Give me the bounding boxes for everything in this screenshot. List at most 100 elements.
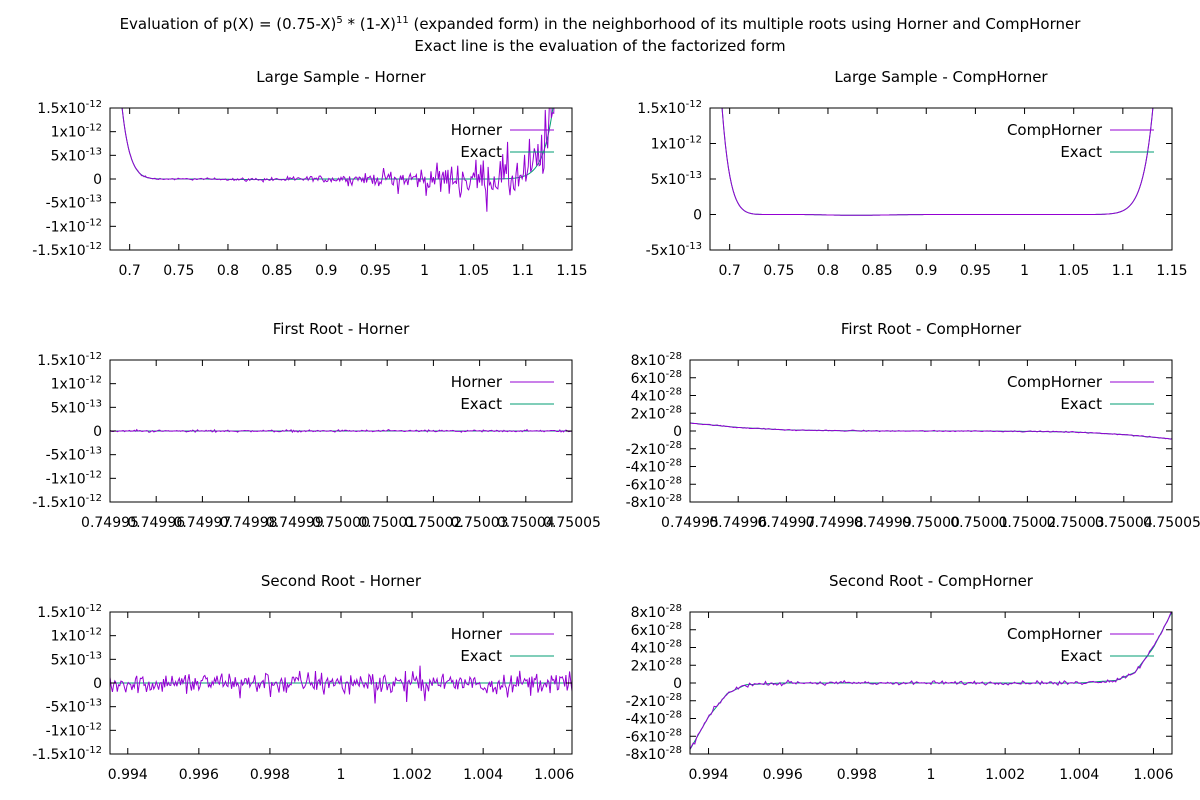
x-tick-label: 0.95 xyxy=(960,263,991,279)
y-tick-label: 1x10-12 xyxy=(51,123,102,141)
x-tick-label: 0.74995 xyxy=(81,515,139,531)
y-tick-label: -1.5x10-12 xyxy=(32,241,102,259)
y-tick-label: -5x10-13 xyxy=(46,194,102,212)
series-line-exact xyxy=(121,108,554,181)
chart-panel-1: Large Sample - Horner 0.7 0.75 0.8 0.85 0.9 0.… xyxy=(32,68,587,279)
y-tick-label: 1x10-12 xyxy=(651,135,702,153)
x-tick-label: 0.74999 xyxy=(266,515,324,531)
legend-label: Exact xyxy=(1060,647,1102,665)
x-tick-label: 0.75000 xyxy=(902,515,960,531)
y-tick-label: 1.5x10-12 xyxy=(37,351,102,369)
legend-label: Horner xyxy=(451,373,503,391)
legend-label: Exact xyxy=(460,647,502,665)
legend-label: Exact xyxy=(1060,395,1102,413)
x-tick-label: 0.75002 xyxy=(998,515,1056,531)
chart-panel-3: First Root - Horner 0.749950.749960.74997… xyxy=(32,320,601,531)
legend-label: CompHorner xyxy=(1007,625,1103,643)
y-tick-label: -6x10-28 xyxy=(626,475,682,493)
x-tick-label: 0.998 xyxy=(837,767,877,783)
x-tick-label: 0.75005 xyxy=(543,515,601,531)
y-tick-label: -5x10-13 xyxy=(646,241,702,259)
x-tick-label: 0.8 xyxy=(217,263,239,279)
x-tick-label: 0.74995 xyxy=(661,515,719,531)
y-tick-label: 0 xyxy=(93,172,102,188)
y-tick-label: -1.5x10-12 xyxy=(32,493,102,511)
y-tick-label: 1x10-12 xyxy=(51,375,102,393)
y-tick-label: -2x10-28 xyxy=(626,692,682,710)
x-tick-label: 0.996 xyxy=(179,767,219,783)
x-tick-label: 1.002 xyxy=(985,767,1025,783)
series-line-horner xyxy=(110,428,572,434)
panel-title: Large Sample - CompHorner xyxy=(834,68,1048,86)
y-tick-label: -5x10-13 xyxy=(46,698,102,716)
y-tick-label: 6x10-28 xyxy=(631,369,682,387)
y-tick-label: 0 xyxy=(93,424,102,440)
x-tick-label: 0.85 xyxy=(862,263,893,279)
x-tick-label: 0.75004 xyxy=(497,515,555,531)
x-tick-label: 0.7 xyxy=(719,263,741,279)
x-tick-label: 1.1 xyxy=(512,263,534,279)
y-tick-label: -1.5x10-12 xyxy=(32,745,102,763)
y-tick-label: 1.5x10-12 xyxy=(637,99,702,117)
series-line-comphorner xyxy=(690,612,1172,750)
x-tick-label: 0.74998 xyxy=(806,515,864,531)
series-line-horner xyxy=(110,665,572,704)
chart-panel-6: Second Root - CompHorner 0.994 0.996 0.998 1… xyxy=(626,572,1174,783)
y-tick-label: -5x10-13 xyxy=(46,446,102,464)
y-tick-label: 4x10-28 xyxy=(631,387,682,405)
y-tick-label: 8x10-28 xyxy=(631,351,682,369)
x-tick-label: 0.75000 xyxy=(312,515,370,531)
y-tick-label: -1x10-12 xyxy=(46,469,102,487)
panel-title: Large Sample - Horner xyxy=(256,68,426,86)
y-tick-label: 5x10-13 xyxy=(51,398,102,416)
page-title-line-1: Evaluation of p(X) = (0.75-X)5 * (1-X)11… xyxy=(119,15,1081,33)
x-tick-label: 0.9 xyxy=(915,263,937,279)
x-tick-label: 1 xyxy=(337,767,346,783)
y-tick-label: 2x10-28 xyxy=(631,404,682,422)
x-tick-label: 0.74997 xyxy=(173,515,231,531)
x-tick-label: 0.74996 xyxy=(709,515,767,531)
y-tick-label: 5x10-13 xyxy=(51,650,102,668)
x-tick-label: 0.8 xyxy=(817,263,839,279)
y-tick-label: 0 xyxy=(93,676,102,692)
x-tick-label: 1.05 xyxy=(458,263,489,279)
y-tick-label: 2x10-28 xyxy=(631,656,682,674)
y-tick-label: 4x10-28 xyxy=(631,639,682,657)
x-tick-label: 1 xyxy=(420,263,429,279)
x-tick-label: 0.74996 xyxy=(127,515,185,531)
x-tick-label: 0.75003 xyxy=(451,515,509,531)
x-tick-label: 0.75003 xyxy=(1047,515,1105,531)
panel-title: Second Root - CompHorner xyxy=(829,572,1034,590)
chart-panel-4: First Root - CompHorner0.749950.749960.7… xyxy=(626,320,1200,531)
y-tick-label: 0 xyxy=(673,676,682,692)
x-tick-label: 0.996 xyxy=(763,767,803,783)
x-tick-label: 0.998 xyxy=(250,767,290,783)
y-tick-label: 1.5x10-12 xyxy=(37,603,102,621)
legend-label: Exact xyxy=(1060,143,1102,161)
x-tick-label: 0.9 xyxy=(315,263,337,279)
x-tick-label: 0.75 xyxy=(763,263,794,279)
x-tick-label: 1.006 xyxy=(1133,767,1173,783)
x-tick-label: 1.15 xyxy=(556,263,587,279)
y-tick-label: -6x10-28 xyxy=(626,727,682,745)
y-tick-label: 5x10-13 xyxy=(51,146,102,164)
x-tick-label: 0.75001 xyxy=(358,515,416,531)
x-tick-label: 1.004 xyxy=(1059,767,1099,783)
x-tick-label: 0.75 xyxy=(163,263,194,279)
x-tick-label: 1.05 xyxy=(1058,263,1089,279)
series-line-comphorner xyxy=(690,422,1172,440)
y-tick-label: 0 xyxy=(673,424,682,440)
legend-label: Exact xyxy=(460,395,502,413)
x-tick-label: 1.006 xyxy=(534,767,574,783)
y-tick-label: -1x10-12 xyxy=(46,721,102,739)
y-tick-label: -1x10-12 xyxy=(46,217,102,235)
y-tick-label: -8x10-28 xyxy=(626,745,682,763)
x-tick-label: 1.1 xyxy=(1112,263,1134,279)
x-tick-label: 1.004 xyxy=(463,767,503,783)
y-tick-label: 5x10-13 xyxy=(651,170,702,188)
x-tick-label: 0.74999 xyxy=(854,515,912,531)
legend-label: CompHorner xyxy=(1007,121,1103,139)
legend-label: Exact xyxy=(460,143,502,161)
x-tick-label: 0.7 xyxy=(119,263,141,279)
